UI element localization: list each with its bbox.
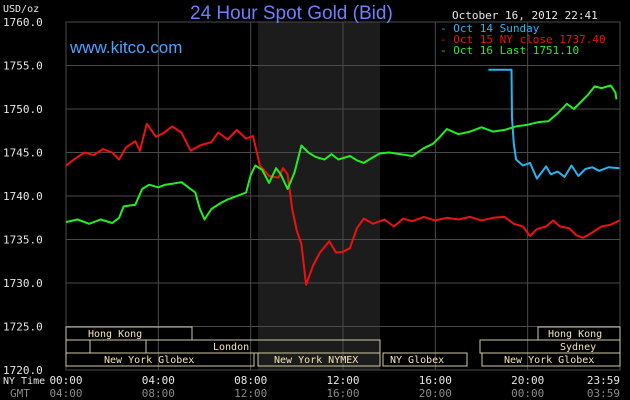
legend-entry-oct15: - Oct 15 NY close 1737.40 <box>440 33 606 46</box>
session-box-ny-nymex <box>257 352 381 367</box>
x-tick-label-gmt: 12:00 <box>234 387 267 400</box>
x-tick-label-gmt: 04:00 <box>49 387 82 400</box>
y-tick-label: 1725.0 <box>3 321 43 334</box>
x-tick-label-ny: 12:00 <box>326 374 359 387</box>
ny-time-label: NY Time <box>3 376 45 387</box>
session-sydney: Sydney <box>560 342 596 353</box>
legend-entry-oct14: - Oct 14 Sunday <box>440 22 540 35</box>
y-axis-ticks: 1760.0 1755.0 1750.0 1745.0 1740.0 1735.0 1730… <box>3 16 43 377</box>
gmt-label: GMT <box>10 387 30 400</box>
y-tick-label: 1745.0 <box>3 147 43 160</box>
session-hong-kong-2: Hong Kong <box>548 329 602 340</box>
x-axis-ticks: 00:0004:0004:0008:0008:0012:0012:0016:00… <box>49 374 620 400</box>
y-tick-label: 1730.0 <box>3 277 43 290</box>
y-tick-label: 1750.0 <box>3 103 43 116</box>
session-box-ny-globex-2 <box>382 352 468 367</box>
y-tick-label: 1740.0 <box>3 190 43 203</box>
legend: - Oct 14 Sunday- Oct 15 NY close 1737.40… <box>440 22 606 57</box>
session-london: London <box>213 342 249 353</box>
market-sessions: Hong Kong Hong Kong London Sydney New Yo… <box>65 326 621 367</box>
y-tick-label: 1720.0 <box>3 364 43 377</box>
session-ny-globex-2: NY Globex <box>390 355 444 366</box>
series-line-oct15 <box>65 122 620 286</box>
session-box-ny-globex <box>65 352 255 367</box>
x-tick-label-ny: 20:00 <box>511 374 544 387</box>
session-hong-kong: Hong Kong <box>88 329 142 340</box>
series-lines <box>65 68 620 286</box>
session-ny-globex: New York Globex <box>104 355 194 366</box>
x-tick-label-gmt: 16:00 <box>326 387 359 400</box>
session-box-hong-kong <box>65 326 193 341</box>
y-tick-label: 1755.0 <box>3 60 43 73</box>
legend-entry-oct16: - Oct 16 Last 1751.10 <box>440 44 579 57</box>
x-tick-label-gmt: 20:00 <box>419 387 452 400</box>
x-tick-label-gmt: 08:00 <box>142 387 175 400</box>
plot-frame <box>65 21 621 371</box>
x-tick-label-ny: 16:00 <box>419 374 452 387</box>
x-tick-label-ny: 08:00 <box>234 374 267 387</box>
session-ny-nymex: New York NYMEX <box>274 355 358 366</box>
website-label: www.kitco.com <box>69 38 182 57</box>
units-label: USD/oz <box>3 4 39 15</box>
series-line-oct14 <box>488 68 620 180</box>
session-ny-globex-3: New York Globex <box>504 355 594 366</box>
chart-title: 24 Hour Spot Gold (Bid) <box>190 3 393 24</box>
y-tick-label: 1760.0 <box>3 16 43 29</box>
series-line-oct16 <box>65 84 618 225</box>
x-tick-label-ny: 23:59 <box>587 374 620 387</box>
timestamp: October 16, 2012 22:41 <box>452 9 598 22</box>
y-tick-label: 1735.0 <box>3 234 43 247</box>
x-tick-label-ny: 00:00 <box>49 374 82 387</box>
x-tick-label-gmt: 03:59 <box>587 387 620 400</box>
x-tick-label-ny: 04:00 <box>142 374 175 387</box>
x-tick-label-gmt: 00:00 <box>511 387 544 400</box>
session-box-ny-globex-3 <box>481 352 621 367</box>
